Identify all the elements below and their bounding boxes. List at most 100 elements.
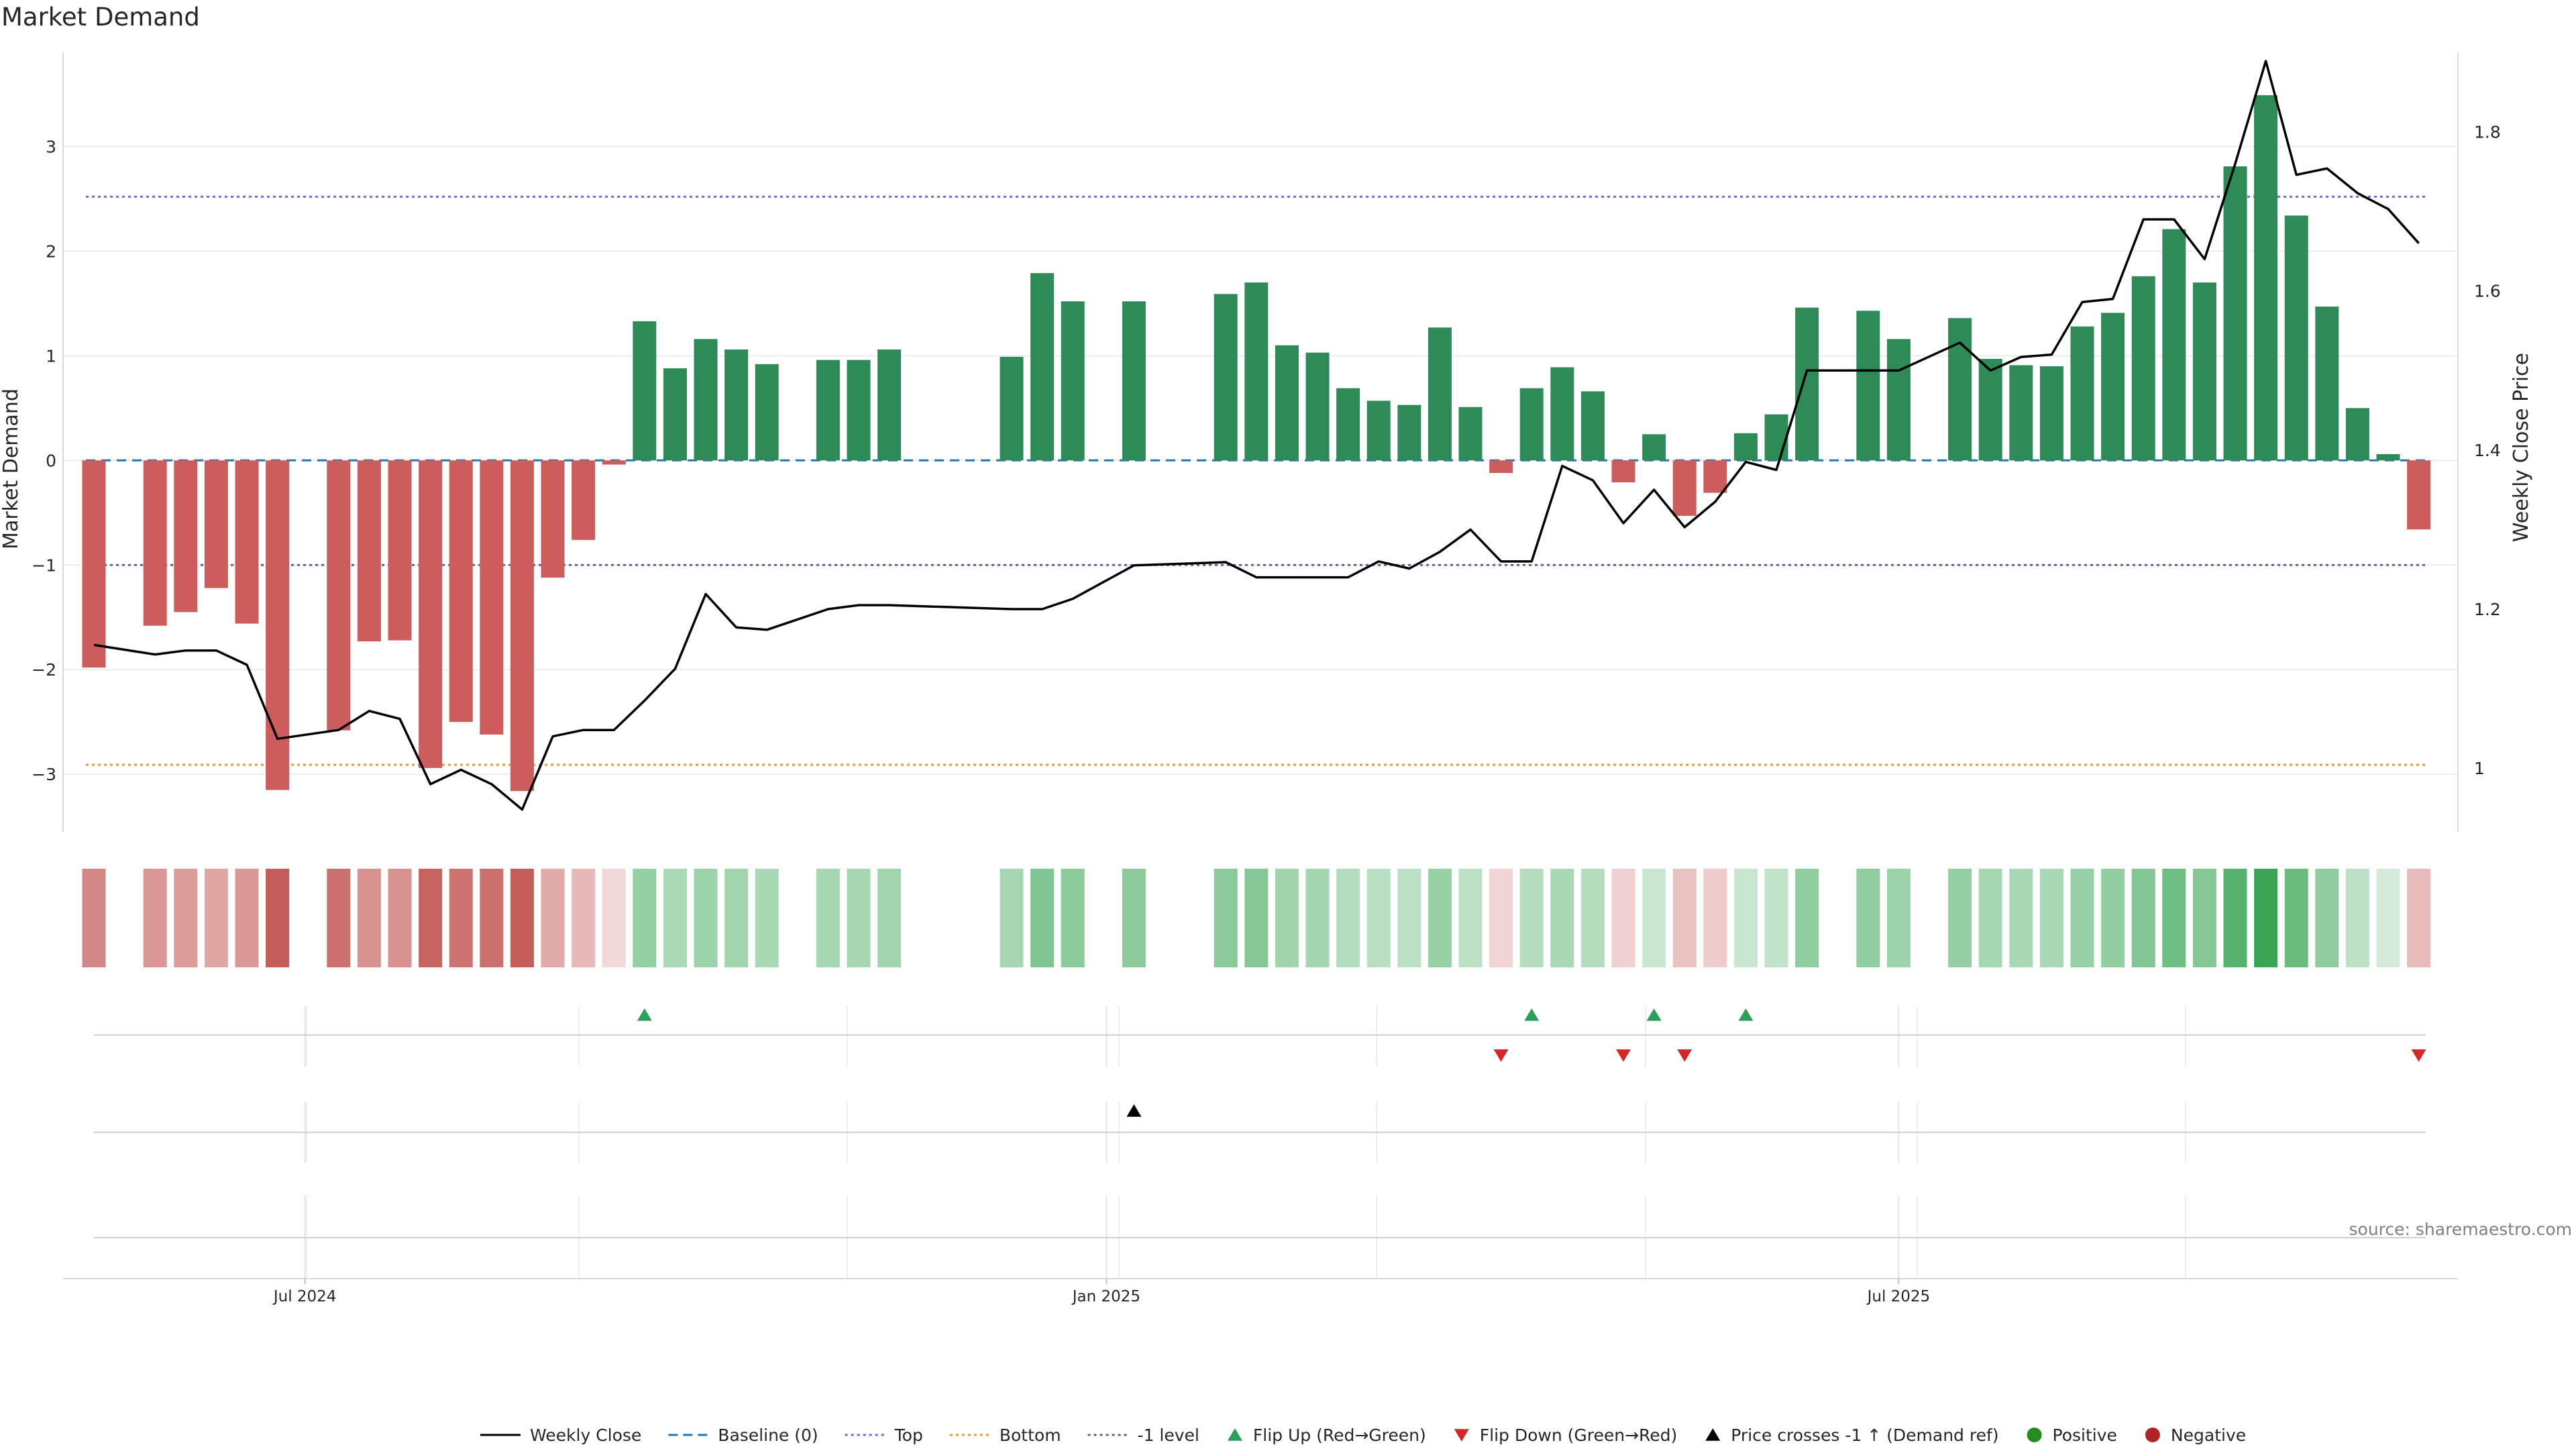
demand-bar-negative <box>357 460 381 642</box>
demand-bar-positive <box>2162 229 2186 461</box>
heat-strip-cell <box>1978 869 2002 967</box>
demand-bar-negative <box>235 460 259 624</box>
heat-strip-cell <box>1030 869 1055 967</box>
flip-up-marker <box>1524 1008 1540 1021</box>
heat-strip-cell <box>1214 869 1238 967</box>
heat-strip-cell <box>2131 869 2155 967</box>
y2-axis-label: Weekly Close Price <box>2510 353 2533 542</box>
demand-bar-positive <box>2284 215 2308 461</box>
heat-strip-cell <box>1948 869 1972 967</box>
heat-strip-cell <box>1305 869 1330 967</box>
legend-item: Baseline (0) <box>668 1426 818 1445</box>
demand-bar-negative <box>449 460 473 722</box>
legend-label: Baseline (0) <box>718 1426 818 1445</box>
heat-strip-cell <box>2039 869 2063 967</box>
legend-triangle-up-icon <box>1705 1428 1721 1441</box>
heat-strip-cell <box>1122 869 1146 967</box>
legend-dot-icon <box>2027 1428 2042 1442</box>
flip-down-marker <box>1616 1049 1631 1062</box>
demand-bar-negative <box>204 460 228 588</box>
demand-bar-positive <box>724 349 749 461</box>
demand-bar-positive <box>1397 405 1421 461</box>
demand-bar-positive <box>2009 365 2033 461</box>
heat-strip-cell <box>1550 869 1574 967</box>
heat-strip-cell <box>633 869 657 967</box>
demand-bar-positive <box>1244 282 1269 461</box>
heat-strip-cell <box>388 869 412 967</box>
demand-bar-positive <box>1642 434 1666 461</box>
legend-triangle-up-icon <box>1227 1428 1242 1441</box>
price-cross-marker <box>1126 1104 1142 1117</box>
heat-strip-cell <box>1428 869 1452 967</box>
demand-bar-positive <box>1856 311 1880 461</box>
demand-bar-negative <box>1489 460 1513 474</box>
y-tick-label: −1 <box>32 555 56 575</box>
x-tick-label: Jul 2025 <box>1866 1288 1931 1305</box>
heat-strip-cell <box>2009 869 2033 967</box>
heat-strip-cell <box>449 869 473 967</box>
event-lanes <box>94 1008 2426 1238</box>
demand-bar-positive <box>1550 367 1574 461</box>
demand-bar-negative <box>572 460 596 540</box>
heat-strip-cell <box>174 869 198 967</box>
legend-label: -1 level <box>1138 1426 1199 1445</box>
demand-bar-positive <box>877 349 902 461</box>
heat-strip-cell <box>1764 869 1788 967</box>
demand-bar-positive <box>1275 345 1299 461</box>
heat-strip-cell <box>1244 869 1269 967</box>
demand-bar-positive <box>1948 318 1972 461</box>
legend: Weekly Close Baseline (0) Top Bottom -1 leve… <box>480 1426 2246 1445</box>
heat-strip-cell <box>266 869 290 967</box>
heat-strip-cell <box>1061 869 1085 967</box>
heat-strip-cell <box>1000 869 1024 967</box>
source-note: source: sharemaestro.com <box>2349 1220 2573 1239</box>
heat-strip-cell <box>143 869 167 967</box>
demand-bar-positive <box>1978 359 2002 461</box>
heat-strip-cell <box>82 869 106 967</box>
legend-item: Flip Up (Red→Green) <box>1227 1426 1426 1445</box>
legend-item: Top <box>845 1426 923 1445</box>
demand-bar-negative <box>510 460 534 792</box>
heat-strip-cell <box>2284 869 2308 967</box>
demand-bar-positive <box>2192 282 2216 461</box>
y-tick-label: 2 <box>46 241 56 261</box>
heat-strip-cell <box>1703 869 1727 967</box>
flip-down-marker <box>2411 1049 2426 1062</box>
flip-down-marker <box>1677 1049 1693 1062</box>
demand-bar-negative <box>174 460 198 612</box>
demand-bar-positive <box>1305 352 1330 461</box>
legend-label: Bottom <box>1000 1426 1061 1445</box>
heat-strip-cell <box>235 869 259 967</box>
heat-strip-cell <box>1672 869 1697 967</box>
demand-bar-positive <box>2376 453 2400 461</box>
demand-bar-positive <box>755 364 779 461</box>
heat-strip-cell <box>694 869 718 967</box>
legend-label: Price crosses -1 ↑ (Demand ref) <box>1731 1426 1998 1445</box>
demand-bar-positive <box>2315 307 2339 461</box>
y2-tick-label: 1.4 <box>2474 441 2501 460</box>
demand-bar-negative <box>480 460 504 735</box>
x-tick-label: Jan 2025 <box>1071 1288 1140 1305</box>
demand-bar-positive <box>1733 433 1758 461</box>
demand-heat-strip <box>82 869 2431 967</box>
axes-layer: 3 2 1 0 −1 −2 −3 1.8 1.6 1.4 1.2 1 Jul 2024 Jan 2025 J… <box>0 52 2533 1305</box>
legend-label: Flip Up (Red→Green) <box>1253 1426 1426 1445</box>
demand-bar-positive <box>663 368 687 461</box>
heat-strip-cell <box>357 869 381 967</box>
demand-bar-negative <box>1672 460 1697 516</box>
legend-triangle-down-icon <box>1454 1429 1469 1442</box>
legend-label: Negative <box>2171 1426 2246 1445</box>
heat-strip-cell <box>1519 869 1544 967</box>
demand-bar-positive <box>1214 294 1238 461</box>
demand-bar-positive <box>816 360 840 461</box>
legend-label: Flip Down (Green→Red) <box>1480 1426 1678 1445</box>
demand-bar-positive <box>1336 388 1360 461</box>
demand-bar-positive <box>847 360 871 461</box>
demand-bar-negative <box>82 460 106 668</box>
heat-strip-cell <box>2345 869 2369 967</box>
demand-bar-positive <box>1519 388 1544 461</box>
legend-item: Flip Down (Green→Red) <box>1454 1426 1678 1445</box>
price-layer <box>93 60 2420 811</box>
